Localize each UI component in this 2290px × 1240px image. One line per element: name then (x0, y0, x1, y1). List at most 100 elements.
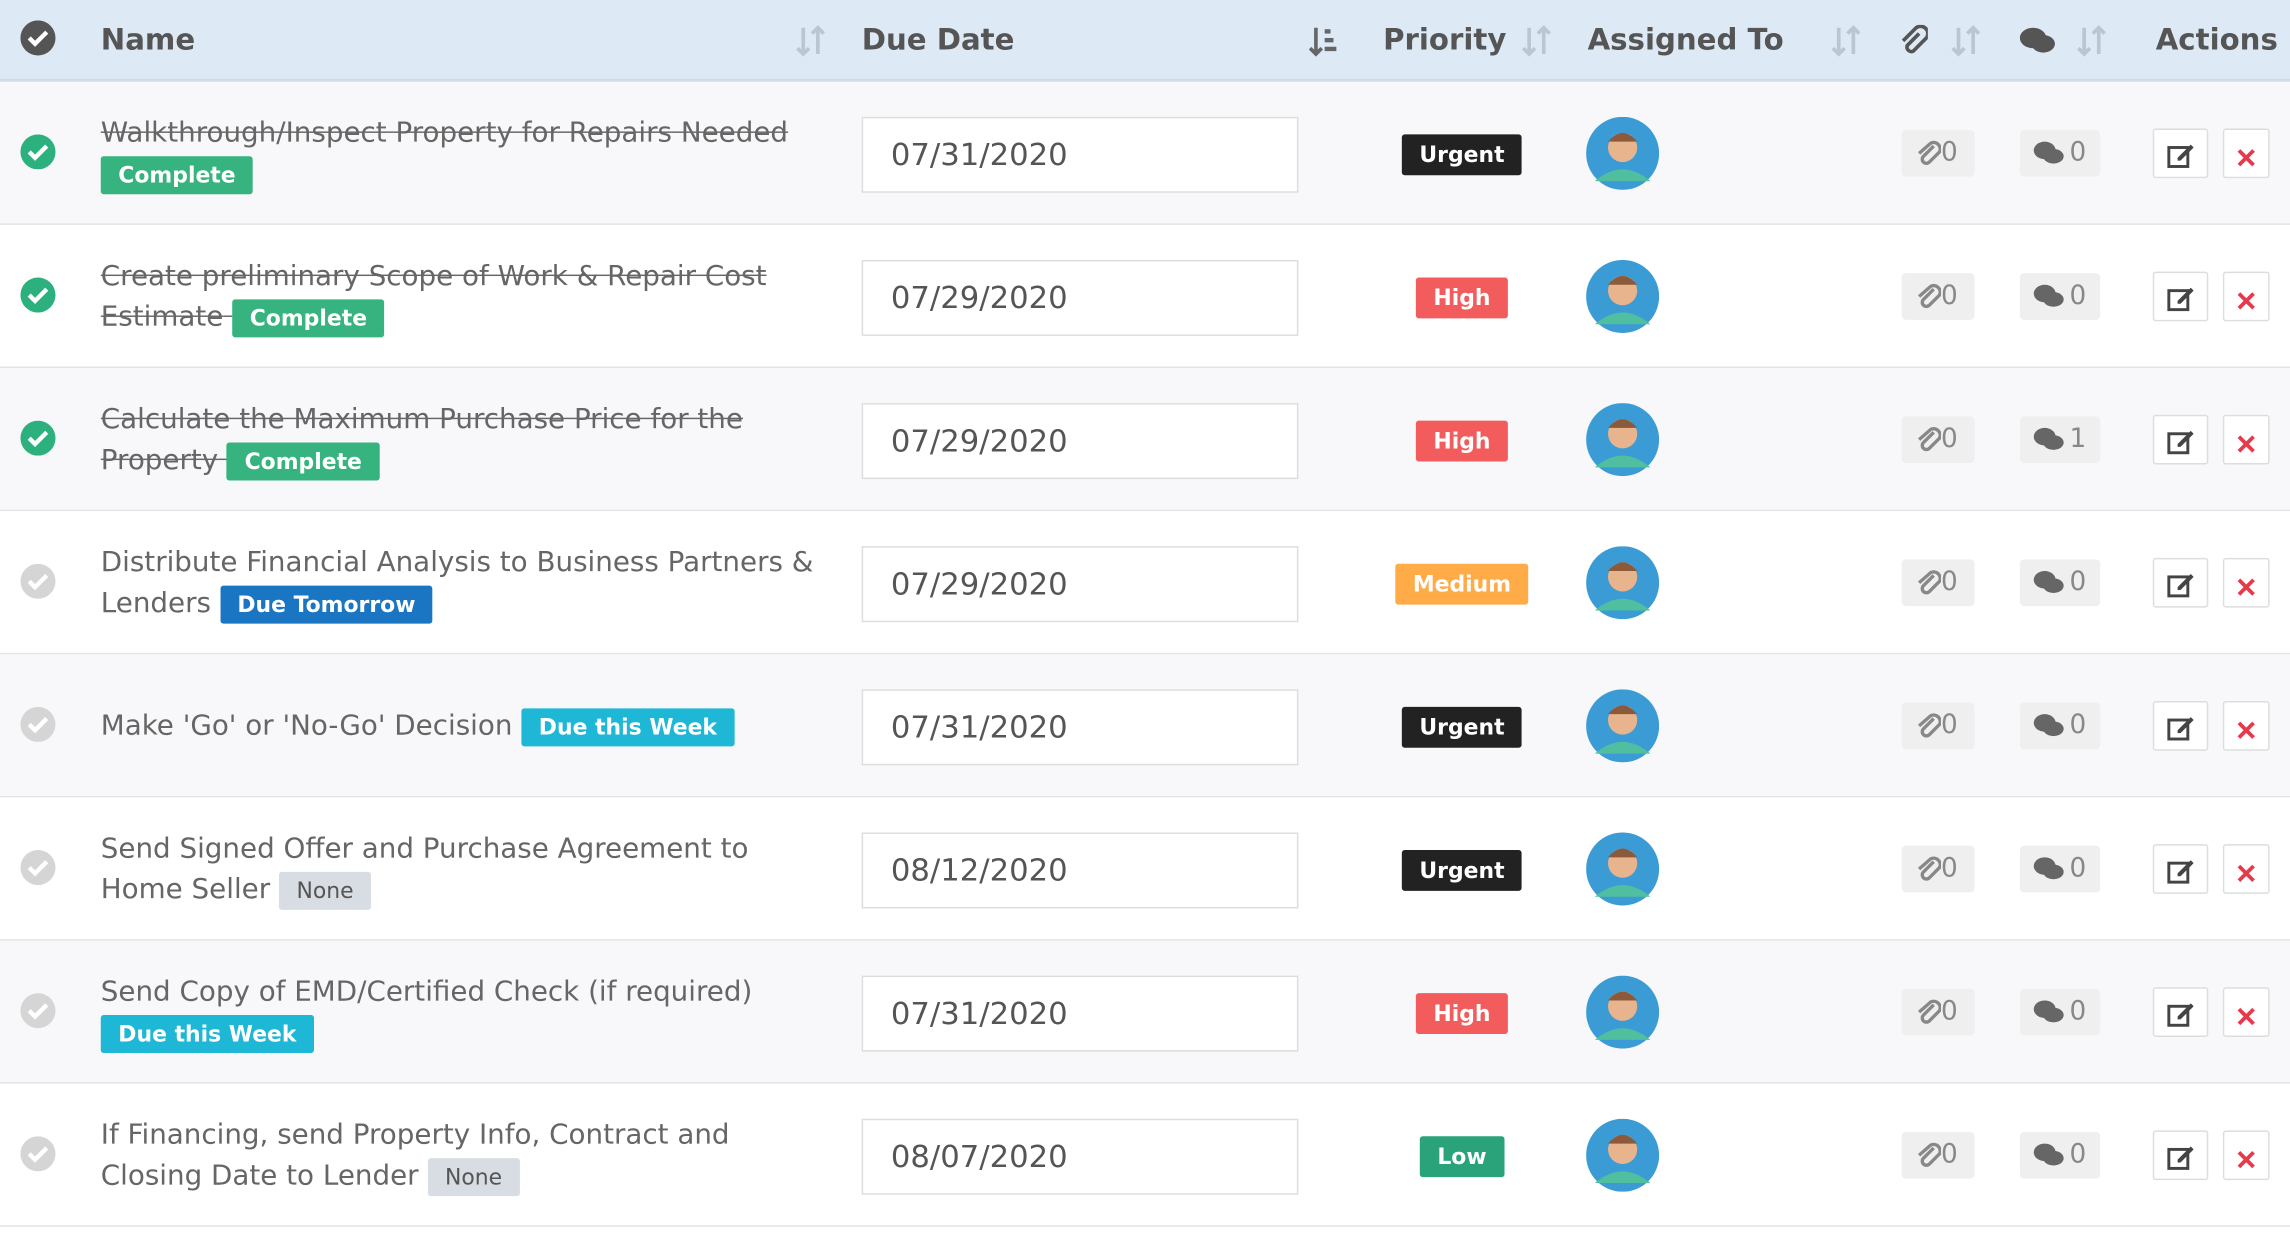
edit-button[interactable] (2152, 557, 2209, 608)
delete-button[interactable] (2222, 128, 2270, 179)
attachments-count[interactable]: 0 (1901, 702, 1975, 750)
task-name[interactable]: Calculate the Maximum Purchase Price for… (100, 402, 743, 476)
comments-count[interactable]: 0 (2019, 1131, 2101, 1179)
task-name[interactable]: If Financing, send Property Info, Contra… (100, 1118, 730, 1192)
task-row: Distribute Financial Analysis to Busines… (0, 511, 2290, 655)
column-header[interactable]: Name (100, 21, 196, 57)
task-name[interactable]: Send Copy of EMD/Certified Check (if req… (100, 974, 753, 1008)
comments-count[interactable]: 0 (2019, 988, 2101, 1036)
attachments-number: 0 (1941, 566, 1958, 598)
due-date-input[interactable]: 08/07/2020 (861, 1118, 1299, 1195)
assignee-avatar[interactable] (1586, 832, 1660, 906)
comments-number: 0 (2069, 852, 2087, 884)
attachments-count[interactable]: 0 (1901, 845, 1975, 893)
delete-button[interactable] (2222, 701, 2270, 751)
due-date-input[interactable]: 07/29/2020 (861, 403, 1299, 480)
delete-button[interactable] (2222, 1130, 2270, 1181)
due-date-input[interactable]: 07/31/2020 (861, 689, 1299, 766)
delete-button[interactable] (2222, 987, 2270, 1037)
task-name[interactable]: Distribute Financial Analysis to Busines… (100, 545, 814, 619)
task-row: Create preliminary Scope of Work & Repai… (0, 224, 2290, 369)
comments-count[interactable]: 1 (2019, 416, 2101, 463)
attachments-count[interactable]: 0 (1901, 988, 1975, 1036)
due-date-input[interactable]: 07/29/2020 (861, 259, 1299, 336)
task-name[interactable]: Make 'Go' or 'No-Go' Decision (100, 709, 513, 742)
complete-toggle[interactable] (20, 134, 56, 170)
assignee-avatar[interactable] (1586, 1118, 1660, 1192)
task-name-cell: Distribute Financial Analysis to Busines… (101, 511, 831, 653)
due-date-input[interactable]: 07/31/2020 (861, 975, 1299, 1052)
attachments-count[interactable]: 0 (1901, 416, 1975, 463)
comments-count[interactable]: 0 (2019, 129, 2101, 177)
sort-icon[interactable] (1308, 25, 1338, 57)
priority-badge: Medium (1395, 563, 1529, 605)
edit-button[interactable] (2152, 128, 2209, 179)
delete-button[interactable] (2222, 414, 2270, 465)
status-badge: None (278, 871, 372, 910)
comments-count[interactable]: 0 (2019, 559, 2101, 607)
sort-icon[interactable] (796, 25, 826, 57)
delete-button[interactable] (2222, 844, 2270, 894)
comments-number: 0 (2069, 996, 2087, 1027)
task-row: Walkthrough/Inspect Property for Repairs… (0, 81, 2290, 225)
edit-button[interactable] (2152, 987, 2209, 1037)
priority-badge: High (1415, 993, 1509, 1035)
sort-icon[interactable] (1951, 25, 1981, 57)
task-row: Make 'Go' or 'No-Go' Decision Due this W… (0, 654, 2290, 798)
complete-toggle[interactable] (20, 993, 56, 1029)
task-name[interactable]: Send Signed Offer and Purchase Agreement… (100, 831, 749, 905)
column-header[interactable]: Assigned To (1587, 21, 1784, 57)
sort-icon[interactable] (1522, 25, 1551, 57)
column-header[interactable]: Due Date (861, 21, 1015, 57)
delete-button[interactable] (2222, 271, 2270, 322)
task-name-cell: Make 'Go' or 'No-Go' Decision Due this W… (101, 654, 831, 796)
attachments-count[interactable]: 0 (1901, 273, 1975, 320)
status-badge: Due this Week (100, 1014, 315, 1053)
due-date-input[interactable]: 07/31/2020 (861, 116, 1299, 193)
complete-toggle[interactable] (20, 563, 56, 599)
task-row: Send Copy of EMD/Certified Check (if req… (0, 940, 2290, 1084)
delete-button[interactable] (2222, 557, 2270, 608)
status-badge: None (427, 1157, 520, 1196)
edit-button[interactable] (2152, 271, 2209, 322)
comments-number: 0 (2069, 566, 2087, 598)
attachments-count[interactable]: 0 (1901, 1131, 1975, 1179)
task-name-cell: Walkthrough/Inspect Property for Repairs… (100, 82, 831, 224)
sort-icon[interactable] (1831, 25, 1861, 57)
column-header[interactable]: Priority (1383, 21, 1507, 57)
task-name-cell: If Financing, send Property Info, Contra… (101, 1084, 831, 1226)
due-date-input[interactable]: 07/29/2020 (861, 546, 1299, 623)
task-name-wrap: Walkthrough/Inspect Property for Repairs… (100, 112, 831, 194)
assignee-avatar[interactable] (1586, 403, 1660, 477)
sort-icon[interactable] (2077, 25, 2106, 57)
assignee-avatar[interactable] (1586, 975, 1660, 1049)
select-all[interactable] (20, 20, 56, 56)
comments-count[interactable]: 0 (2019, 273, 2101, 320)
edit-button[interactable] (2152, 701, 2209, 751)
task-name-wrap: Send Signed Offer and Purchase Agreement… (100, 827, 831, 910)
assignee-avatar[interactable] (1586, 689, 1660, 763)
assignee-avatar[interactable] (1586, 116, 1660, 190)
task-name[interactable]: Create preliminary Scope of Work & Repai… (100, 259, 767, 333)
attachments-count[interactable]: 0 (1901, 559, 1975, 607)
comments-count[interactable]: 0 (2019, 845, 2101, 893)
assignee-avatar[interactable] (1586, 259, 1660, 333)
due-date-input[interactable]: 08/12/2020 (861, 832, 1299, 909)
assignee-avatar[interactable] (1586, 546, 1660, 620)
edit-button[interactable] (2152, 1130, 2209, 1181)
complete-toggle[interactable] (20, 706, 56, 742)
complete-toggle[interactable] (20, 850, 56, 886)
status-badge: Due Tomorrow (219, 584, 433, 623)
complete-toggle[interactable] (20, 277, 56, 313)
complete-toggle[interactable] (20, 420, 56, 456)
task-name-wrap: Make 'Go' or 'No-Go' Decision Due this W… (101, 705, 735, 746)
edit-button[interactable] (2152, 414, 2209, 465)
task-name[interactable]: Walkthrough/Inspect Property for Repairs… (100, 116, 789, 149)
priority-badge: High (1415, 277, 1509, 319)
complete-toggle[interactable] (20, 1136, 56, 1172)
edit-button[interactable] (2152, 844, 2209, 894)
comments-count[interactable]: 0 (2019, 702, 2101, 750)
attachments-count[interactable]: 0 (1901, 129, 1975, 177)
priority-badge: Urgent (1401, 706, 1523, 748)
